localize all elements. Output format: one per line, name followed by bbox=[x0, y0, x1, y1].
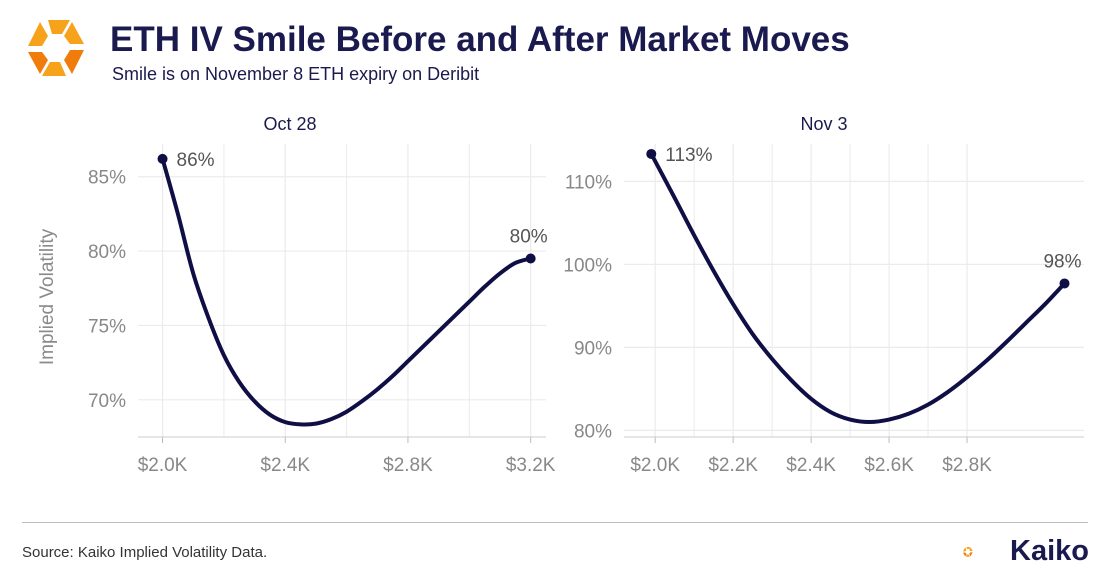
y-tick-label: 90% bbox=[574, 338, 612, 359]
y-tick-label: 80% bbox=[574, 421, 612, 442]
x-tick-label: $3.2K bbox=[506, 455, 556, 476]
x-tick-label: $2.4K bbox=[786, 455, 836, 476]
footer-divider bbox=[22, 522, 1088, 523]
y-tick-label: 110% bbox=[565, 172, 612, 193]
y-tick-label: 70% bbox=[88, 391, 126, 412]
x-tick-label: $2.2K bbox=[708, 455, 758, 476]
y-tick-label: 80% bbox=[88, 242, 126, 263]
data-label: 80% bbox=[510, 227, 548, 248]
x-tick-label: $2.6K bbox=[864, 455, 914, 476]
brand-name: Kaiko bbox=[1010, 535, 1089, 567]
panel-title-left: Oct 28 bbox=[263, 114, 317, 134]
y-tick-label: 100% bbox=[563, 255, 612, 276]
endpoint-marker bbox=[1059, 278, 1070, 289]
panel-title-right: Nov 3 bbox=[800, 114, 848, 134]
y-tick-label: 75% bbox=[88, 316, 126, 337]
x-tick-label: $2.4K bbox=[260, 455, 310, 476]
endpoint-marker bbox=[157, 153, 168, 164]
smile-series-line bbox=[649, 151, 1067, 425]
source-note: Source: Kaiko Implied Volatility Data. bbox=[22, 544, 268, 561]
endpoint-marker bbox=[525, 253, 536, 264]
endpoint-marker bbox=[646, 148, 657, 159]
y-tick-label: 85% bbox=[88, 168, 126, 189]
kaiko-logo-icon bbox=[962, 546, 973, 557]
smile-series-line bbox=[160, 156, 533, 427]
data-label: 113% bbox=[665, 145, 712, 166]
data-label: 98% bbox=[1043, 251, 1081, 272]
brand-logo-icon bbox=[28, 20, 84, 76]
page-title: ETH IV Smile Before and After Market Mov… bbox=[110, 20, 850, 59]
data-label: 86% bbox=[177, 150, 215, 171]
x-tick-label: $2.8K bbox=[942, 455, 992, 476]
page-subtitle: Smile is on November 8 ETH expiry on Der… bbox=[112, 64, 480, 84]
x-tick-label: $2.0K bbox=[630, 455, 680, 476]
x-tick-label: $2.8K bbox=[383, 455, 433, 476]
x-tick-label: $2.0K bbox=[138, 455, 188, 476]
